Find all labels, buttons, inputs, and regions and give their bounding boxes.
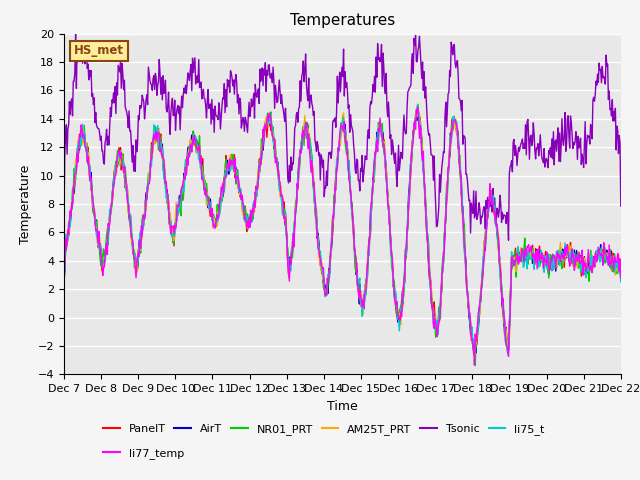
PanelT [472, 353, 479, 359]
li77_temp [184, 162, 192, 168]
AirT [617, 274, 625, 280]
li75_t [70, 180, 78, 185]
NR01_PRT [60, 275, 68, 281]
Title: Temperatures: Temperatures [290, 13, 395, 28]
Tsonic [60, 214, 68, 219]
Tsonic [505, 237, 513, 243]
Tsonic [70, 78, 78, 84]
Line: Tsonic: Tsonic [64, 34, 621, 240]
NR01_PRT [127, 223, 135, 228]
PanelT [428, 282, 435, 288]
Line: NR01_PRT: NR01_PRT [64, 104, 621, 365]
Line: PanelT: PanelT [64, 113, 621, 356]
AirT [127, 234, 135, 240]
PanelT [184, 161, 192, 167]
AM25T_PRT [413, 108, 420, 113]
PanelT [70, 191, 78, 197]
Tsonic [617, 203, 625, 209]
Legend: li77_temp: li77_temp [103, 448, 184, 459]
Tsonic [128, 159, 136, 165]
AirT [214, 216, 221, 222]
PanelT [411, 116, 419, 121]
Line: li77_temp: li77_temp [64, 107, 621, 365]
Line: AM25T_PRT: AM25T_PRT [64, 110, 621, 356]
AirT [70, 189, 78, 195]
Tsonic [428, 152, 435, 158]
li77_temp [470, 362, 478, 368]
li75_t [127, 230, 135, 236]
li75_t [60, 283, 68, 289]
AM25T_PRT [127, 239, 135, 244]
AirT [410, 124, 418, 130]
AirT [60, 278, 68, 284]
PanelT [214, 214, 221, 219]
Tsonic [411, 43, 419, 48]
NR01_PRT [70, 166, 78, 171]
NR01_PRT [414, 101, 422, 107]
li77_temp [428, 290, 435, 296]
AM25T_PRT [214, 223, 221, 228]
NR01_PRT [428, 300, 435, 306]
PanelT [127, 230, 135, 236]
NR01_PRT [617, 274, 625, 280]
AM25T_PRT [617, 278, 625, 284]
NR01_PRT [472, 362, 479, 368]
X-axis label: Time: Time [327, 400, 358, 413]
Text: HS_met: HS_met [74, 44, 124, 57]
li75_t [428, 292, 435, 298]
NR01_PRT [410, 127, 418, 133]
AirT [470, 351, 477, 357]
li75_t [410, 122, 418, 128]
AirT [184, 144, 192, 150]
Tsonic [214, 117, 222, 122]
li75_t [214, 219, 221, 225]
PanelT [60, 276, 68, 282]
Y-axis label: Temperature: Temperature [19, 164, 32, 244]
li77_temp [214, 212, 221, 218]
li75_t [617, 279, 625, 285]
li75_t [184, 154, 192, 160]
AM25T_PRT [70, 180, 78, 186]
Line: li75_t: li75_t [64, 106, 621, 353]
NR01_PRT [184, 157, 192, 163]
AM25T_PRT [428, 281, 435, 287]
PanelT [617, 277, 625, 283]
li77_temp [617, 275, 625, 281]
li77_temp [127, 234, 135, 240]
Tsonic [185, 72, 193, 78]
li75_t [413, 103, 421, 108]
li77_temp [410, 121, 418, 127]
NR01_PRT [214, 202, 221, 207]
li77_temp [414, 104, 422, 110]
Line: AirT: AirT [64, 114, 621, 354]
Tsonic [72, 31, 79, 36]
PanelT [266, 110, 274, 116]
li75_t [504, 350, 511, 356]
AirT [428, 297, 435, 302]
li77_temp [70, 180, 78, 186]
AM25T_PRT [410, 125, 418, 131]
AM25T_PRT [184, 154, 192, 159]
li77_temp [60, 279, 68, 285]
AM25T_PRT [470, 353, 478, 359]
AirT [414, 111, 422, 117]
AM25T_PRT [60, 285, 68, 290]
